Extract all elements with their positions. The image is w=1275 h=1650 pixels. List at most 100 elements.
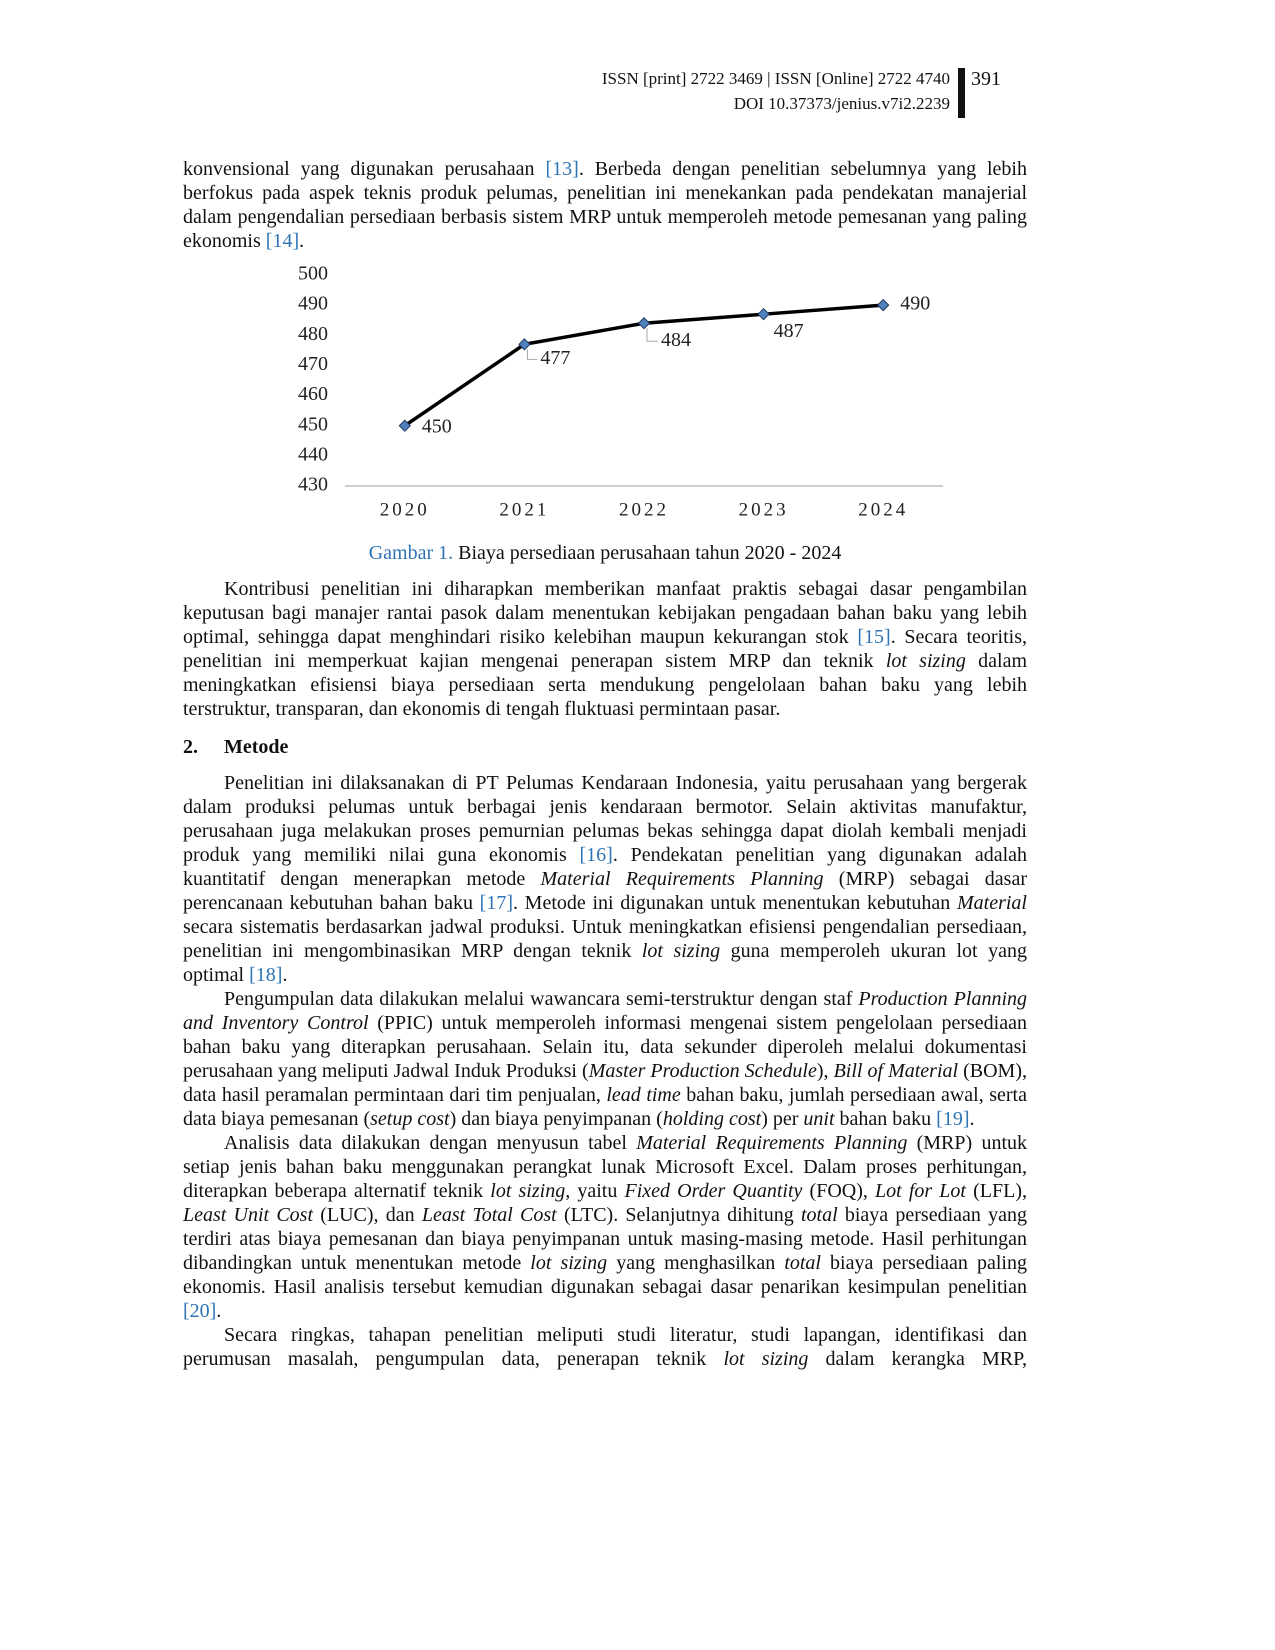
italic-run: unit (803, 1108, 835, 1130)
text-run: bahan baku (834, 1108, 937, 1130)
chart: 430 440 450 460 470 480 490 500 2020 2021 2022 2023… (298, 263, 943, 520)
text-run: (LUC), dan (313, 1204, 422, 1226)
text-run: (MRP) untuk setiap jenis bahan baku meng… (183, 1132, 1027, 1202)
citation: [16] (579, 844, 613, 866)
text-run: ) dan biaya penyimpanan ( (449, 1108, 663, 1130)
page-number: 391 (971, 68, 1001, 90)
data-label: 477 (540, 347, 570, 369)
paragraph: Kontribusi penelitian ini diharapkan mem… (183, 577, 1027, 721)
italic-run: Least Total Cost (421, 1204, 557, 1226)
y-tick-label: 480 (298, 323, 328, 345)
italic-run: lot sizing (885, 650, 966, 672)
x-tick-label: 2020 (380, 499, 430, 520)
citation: [18] (249, 964, 283, 986)
x-tick-label: 2022 (619, 499, 669, 520)
header-issn: ISSN [print] 2722 3469 | ISSN [Online] 2… (601, 69, 950, 88)
italic-run: lead time (606, 1084, 681, 1106)
italic-run: lot sizing (723, 1348, 809, 1370)
marker (757, 307, 770, 321)
paragraph: Analisis data dilakukan dengan menyusun … (183, 1131, 1027, 1323)
text-run: biaya persediaan yang terdiri atas biaya… (183, 1204, 1027, 1274)
x-tick-label: 2024 (858, 499, 908, 520)
text-run: (LTC). Selanjutnya dihitung (556, 1204, 801, 1226)
italic-run: Bill of Material (833, 1060, 959, 1082)
data-label: 490 (900, 293, 930, 315)
data-label: 450 (422, 415, 452, 437)
paragraph: Penelitian ini dilaksanakan di PT Peluma… (183, 771, 1027, 987)
label-leader (646, 328, 658, 342)
text-run: Kontribusi penelitian ini diharapkan mem… (183, 578, 1027, 648)
heading-title: Metode (224, 736, 289, 758)
text-run: Secara ringkas, tahapan penelitian melip… (183, 1324, 1027, 1370)
heading-number: 2. (183, 736, 198, 758)
italic-run: Lot for Lot (875, 1180, 966, 1202)
text-run: . (282, 964, 288, 986)
text-run: (PPIC) untuk memperoleh informasi mengen… (183, 1012, 1027, 1082)
text-run: Pengumpulan data dilakukan melalui wawan… (224, 988, 859, 1010)
data-label: 484 (661, 329, 691, 351)
italic-run: lot sizing (641, 940, 721, 962)
text-run: . Secara teoritis, penelitian ini memper… (183, 626, 1027, 672)
text-run: ) per (761, 1108, 804, 1130)
italic-run: Production Planning and Inventory Contro… (183, 988, 1027, 1034)
figure-label: Gambar 1. (368, 542, 454, 564)
text-run: bahan baku, jumlah persediaan awal, sert… (183, 1084, 1027, 1130)
section-body: Penelitian ini dilaksanakan di PT Peluma… (183, 771, 1027, 1371)
citation: [13] (545, 158, 579, 180)
text-run: ), (816, 1060, 834, 1082)
text-run: . Metode ini digunakan untuk menentukan … (512, 892, 957, 914)
italic-run: Material Requirements Planning (636, 1132, 908, 1154)
citation: [17] (479, 892, 513, 914)
italic-run: total (784, 1252, 821, 1274)
y-tick-label: 440 (298, 443, 328, 465)
text-run: , yaitu (565, 1180, 625, 1202)
text-run: dalam meningkatkan efisiensi biaya perse… (183, 650, 1028, 720)
italic-run: Material (957, 892, 1027, 914)
text-run: Analisis data dilakukan dengan menyusun … (224, 1132, 637, 1154)
italic-run: Least Unit Cost (183, 1204, 314, 1226)
text-run: konvensional yang digunakan perusahaan (183, 158, 546, 180)
text-run: secara sistematis berdasarkan jadwal pro… (183, 916, 1027, 962)
text-run: (MRP) sebagai dasar perencanaan kebutuha… (183, 868, 1028, 914)
y-tick-label: 470 (298, 353, 328, 375)
section-heading: 2. Metode (183, 735, 1027, 759)
text-run: . (299, 230, 305, 252)
marker (876, 298, 890, 312)
header-bar (958, 68, 965, 118)
y-tick-label: 450 (298, 413, 328, 435)
text-run: yang menghasilkan (607, 1252, 785, 1274)
citation: [14] (265, 230, 300, 252)
text-run: . Pendekatan penelitian yang digunakan a… (183, 844, 1028, 890)
data-label: 487 (774, 320, 804, 342)
text-run: . (216, 1300, 222, 1322)
text-run: . (969, 1108, 975, 1130)
header-doi: DOI 10.37373/jenius.v7i2.2239 (733, 94, 950, 113)
italic-run: setup cost (370, 1108, 450, 1130)
label-leader (526, 349, 538, 360)
italic-run: Fixed Order Quantity (624, 1180, 803, 1202)
paragraph: Secara ringkas, tahapan penelitian melip… (183, 1323, 1027, 1371)
figure-caption: Gambar 1. Biaya persediaan perusahaan ta… (183, 541, 1027, 565)
italic-run: Master Production Schedule (588, 1060, 817, 1082)
paragraph: konvensional yang digunakan perusahaan [… (183, 157, 1027, 253)
italic-run: total (800, 1204, 838, 1226)
y-tick-label: 490 (298, 293, 328, 315)
citation: [19] (936, 1108, 970, 1130)
y-tick-label: 500 (298, 263, 328, 285)
italic-run: lot sizing (490, 1180, 566, 1202)
text-run: biaya persediaan paling ekonomis. Hasil … (183, 1252, 1027, 1298)
text-run: Penelitian ini dilaksanakan di PT Peluma… (183, 772, 1027, 866)
paragraph: Pengumpulan data dilakukan melalui wawan… (183, 987, 1027, 1131)
citation: [20] (183, 1300, 217, 1322)
y-tick-label: 430 (298, 474, 328, 496)
text-run: guna memperoleh ukuran lot yang optimal (183, 940, 1027, 986)
caption-text: Biaya persediaan perusahaan tahun 2020 -… (453, 542, 842, 564)
marker (637, 317, 651, 330)
text-run: (BOM), data hasil peramalan permintaan d… (183, 1060, 1027, 1106)
marker (398, 419, 412, 432)
text-column: konvensional yang digunakan perusahaan [… (183, 157, 1027, 1371)
y-tick-label: 460 (298, 383, 328, 405)
citation: [15] (857, 626, 891, 648)
italic-run: holding cost (662, 1108, 762, 1130)
